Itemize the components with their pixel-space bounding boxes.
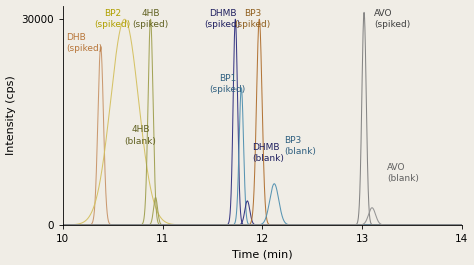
- Text: BP3
(blank): BP3 (blank): [284, 136, 316, 156]
- Text: AVO
(blank): AVO (blank): [387, 163, 419, 183]
- Text: DHMB
(spiked): DHMB (spiked): [204, 9, 240, 29]
- Text: BP2
(spiked): BP2 (spiked): [94, 9, 131, 29]
- Text: 4HB
(spiked): 4HB (spiked): [132, 9, 169, 29]
- Y-axis label: Intensity (cps): Intensity (cps): [6, 75, 16, 155]
- Text: DHMB
(blank): DHMB (blank): [252, 143, 284, 163]
- Text: BP3
(spiked): BP3 (spiked): [234, 9, 271, 29]
- Text: DHB
(spiked): DHB (spiked): [66, 33, 102, 53]
- Text: BP1
(spiked): BP1 (spiked): [209, 74, 246, 94]
- Text: AVO
(spiked): AVO (spiked): [374, 9, 410, 29]
- Text: 4HB
(blank): 4HB (blank): [125, 126, 156, 145]
- X-axis label: Time (min): Time (min): [232, 249, 292, 259]
